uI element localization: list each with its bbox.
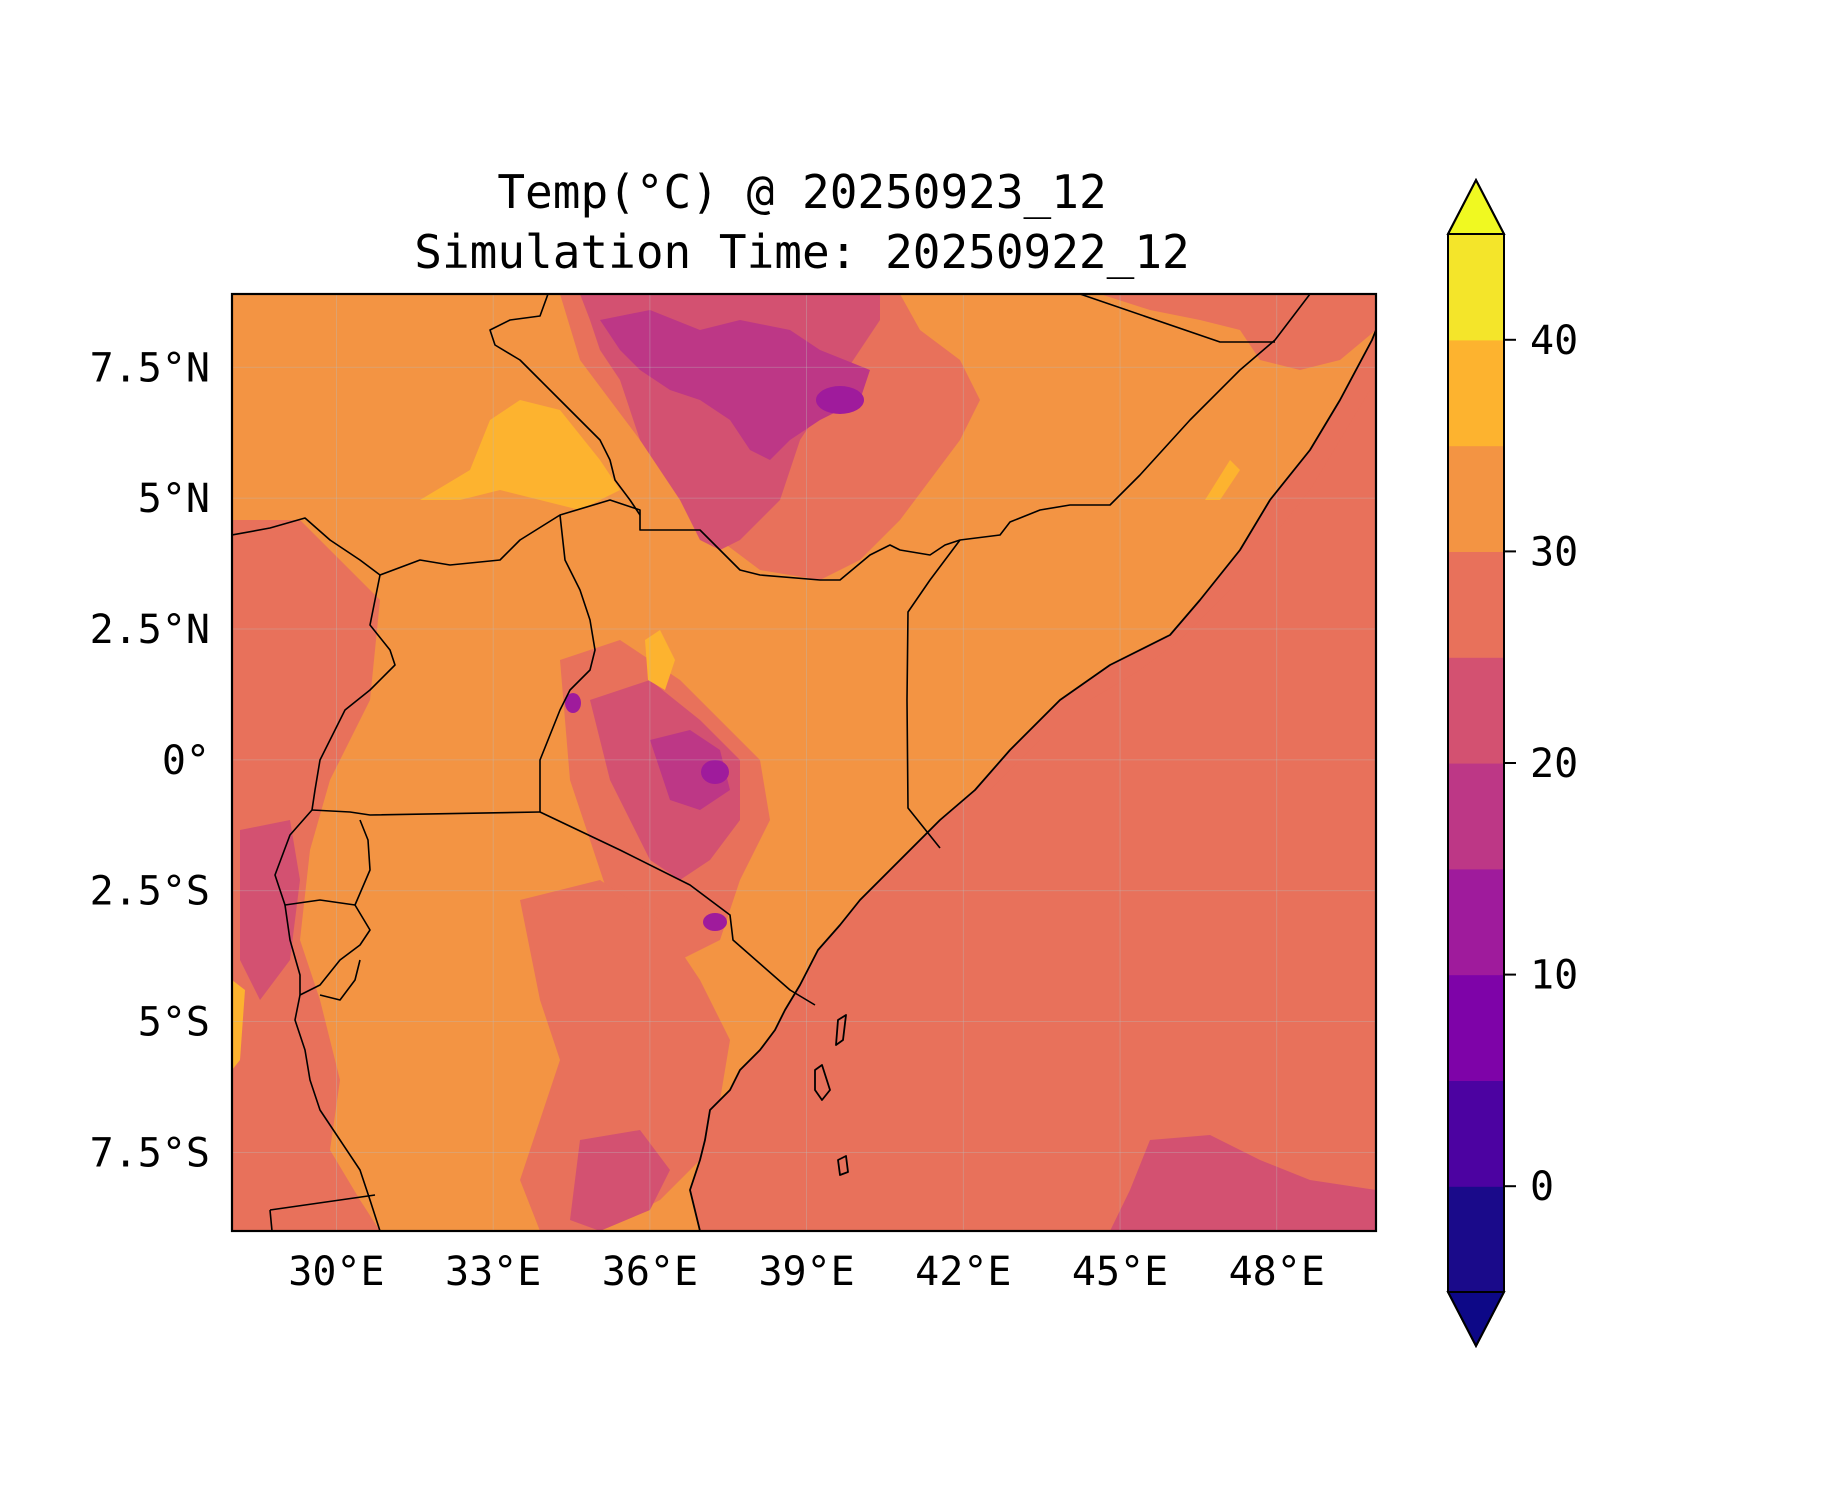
colorbar-over-triangle bbox=[1446, 177, 1506, 235]
field-cold-spot-kenya bbox=[701, 760, 729, 784]
field-indian-ocean bbox=[690, 330, 1376, 1231]
y-tick-label: 5°S bbox=[138, 1000, 210, 1046]
border-rwanda-burundi bbox=[274, 809, 371, 906]
colorbar: 0 10 20 30 40 bbox=[1446, 177, 1578, 1349]
field-south-sudan-hot bbox=[420, 400, 620, 510]
coastline-east-africa bbox=[689, 329, 1376, 1231]
x-tick-label: 36°E bbox=[602, 1249, 698, 1295]
border-kenya-somalia bbox=[906, 539, 961, 849]
colorbar-segment bbox=[1448, 234, 1504, 341]
field-ethiopia-15-20 bbox=[600, 310, 870, 460]
border-drc-tanzania-lake bbox=[319, 959, 361, 1001]
y-axis-ticks: 7.5°N 5°N 2.5°N 0° 2.5°S 5°S 7.5°S bbox=[90, 345, 210, 1176]
field-tz-south-20-25 bbox=[570, 1130, 670, 1231]
colorbar-segment bbox=[1448, 445, 1504, 552]
field-southwest-20-25 bbox=[240, 820, 300, 1000]
colorbar-under-triangle bbox=[1446, 1291, 1506, 1349]
colorbar-tick-label: 10 bbox=[1530, 953, 1578, 999]
y-tick-label: 2.5°N bbox=[90, 607, 210, 653]
field-somalia-south-20-25 bbox=[1110, 1135, 1376, 1231]
colorbar-segment bbox=[1448, 1186, 1504, 1293]
x-tick-label: 48°E bbox=[1229, 1249, 1325, 1295]
field-cold-spot-ethiopia bbox=[816, 386, 864, 414]
y-tick-label: 5°N bbox=[138, 476, 210, 522]
coastline-mafia bbox=[837, 1155, 849, 1176]
colorbar-segment bbox=[1448, 551, 1504, 658]
y-tick-label: 2.5°S bbox=[90, 869, 210, 915]
colorbar-segment bbox=[1448, 763, 1504, 870]
colorbar-segment bbox=[1448, 1080, 1504, 1187]
field-kenya-15-20 bbox=[650, 730, 730, 810]
x-tick-label: 39°E bbox=[758, 1249, 854, 1295]
field-kenya-north-hot bbox=[645, 630, 675, 690]
field-northeast-cooler bbox=[1100, 294, 1376, 370]
country-borders bbox=[232, 294, 1311, 1231]
border-burundi-tanzania bbox=[284, 904, 371, 996]
border-kenya-tanzania bbox=[539, 811, 816, 1006]
colorbar-tick-label: 20 bbox=[1530, 741, 1578, 787]
map-gridlines bbox=[232, 294, 1376, 1231]
field-cold-spot-elgon bbox=[565, 693, 581, 713]
field-tanzania-central bbox=[520, 880, 730, 1231]
colorbar-segment bbox=[1448, 339, 1504, 447]
x-tick-label: 45°E bbox=[1072, 1249, 1168, 1295]
colorbar-segment bbox=[1448, 974, 1504, 1081]
colorbar-tick-label: 40 bbox=[1530, 318, 1578, 364]
border-south-sudan-ethiopia bbox=[489, 294, 641, 516]
colorbar-tick-label: 30 bbox=[1530, 529, 1578, 575]
y-tick-label: 0° bbox=[162, 738, 210, 784]
map-title-line-2: Simulation Time: 20250922_12 bbox=[414, 225, 1189, 279]
field-somalia-hot bbox=[1205, 460, 1240, 500]
border-uganda-kenya bbox=[539, 514, 596, 812]
coastline-zanzibar bbox=[835, 1014, 847, 1046]
border-sudan-south-sudan-ethiopia bbox=[232, 294, 1311, 581]
x-axis-ticks: 30°E 33°E 36°E 39°E 42°E 45°E 48°E bbox=[288, 1249, 1325, 1295]
x-tick-label: 30°E bbox=[288, 1249, 384, 1295]
border-uganda-drc bbox=[311, 574, 396, 811]
x-tick-label: 33°E bbox=[445, 1249, 541, 1295]
map-frame bbox=[230, 292, 1378, 1233]
colorbar-segment bbox=[1448, 657, 1504, 764]
border-zambia-west bbox=[269, 1209, 273, 1231]
border-lake-tanganyika-west bbox=[294, 994, 381, 1231]
field-west-cooler bbox=[232, 520, 380, 1231]
field-west-hot bbox=[232, 980, 245, 1070]
colorbar-segment bbox=[1448, 868, 1504, 976]
border-zambia-tanzania bbox=[269, 1194, 376, 1211]
y-tick-label: 7.5°S bbox=[90, 1130, 210, 1176]
map-title-line-1: Temp(°C) @ 20250923_12 bbox=[497, 165, 1106, 219]
colorbar-outline bbox=[1447, 177, 1505, 1349]
temperature-field bbox=[232, 294, 1376, 1231]
border-uganda-tanzania-rwanda bbox=[311, 809, 541, 816]
field-cold-spot-kilimanjaro bbox=[703, 913, 727, 931]
x-tick-label: 42°E bbox=[915, 1249, 1011, 1295]
coastline-pemba bbox=[814, 1064, 831, 1101]
border-ethiopia-eritrea-north bbox=[1079, 294, 1275, 343]
y-tick-label: 7.5°N bbox=[90, 345, 210, 391]
colorbar-tick-label: 0 bbox=[1530, 1164, 1554, 1210]
